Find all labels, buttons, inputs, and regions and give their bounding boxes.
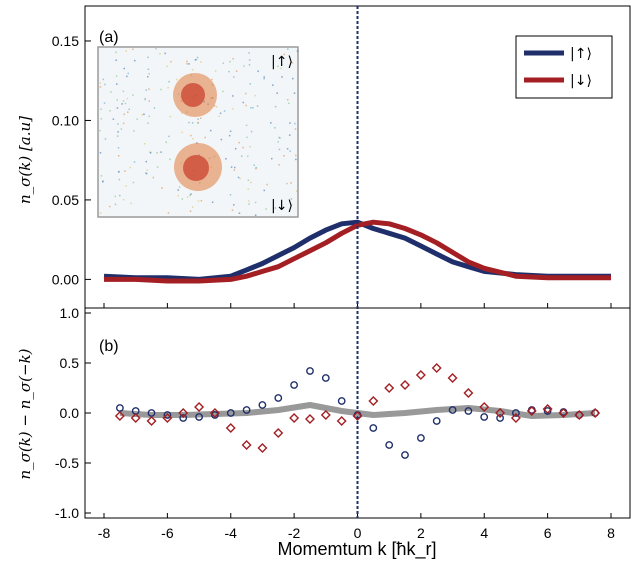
panel-a-label: (a) xyxy=(99,29,119,46)
panel-b-point-up xyxy=(418,435,424,441)
legend: |↑⟩ |↓⟩ xyxy=(516,36,612,98)
panel-b-point-down xyxy=(417,371,425,379)
panel-b-point-down xyxy=(369,397,377,405)
panel-b-point-up xyxy=(386,442,392,448)
panel-b-point-down xyxy=(148,417,156,425)
panel-b-point-up xyxy=(291,382,297,388)
panel-b-point-down xyxy=(322,411,330,419)
panel-b-point-up xyxy=(307,368,313,374)
panel-b-point-up xyxy=(117,405,123,411)
panel-b-point-down xyxy=(449,374,457,382)
panel-b-point-up xyxy=(259,402,265,408)
panel-b-point-up xyxy=(370,425,376,431)
panel-b-point-down xyxy=(243,441,251,449)
panel-b-point-up xyxy=(275,395,281,401)
panel-b-point-up xyxy=(339,398,345,404)
panel-b-y-ticks: -1.0 -0.5 0.0 0.5 1.0 xyxy=(55,305,91,521)
panel-b-point-down xyxy=(195,403,203,411)
panel-b-ytick-label: 0.5 xyxy=(60,355,80,371)
panel-a-ylabel: n_σ(k) [a.u] xyxy=(16,116,34,204)
panel-b-point-down xyxy=(401,381,409,389)
x-ticks: -8 -6 -4 -2 0 2 4 6 8 xyxy=(98,303,615,541)
panel-b-point-down xyxy=(385,384,393,392)
panel-a-ytick-label: 0.00 xyxy=(52,271,79,287)
inset-image: |↑⟩ |↓⟩ xyxy=(98,47,298,217)
panel-b-point-down xyxy=(290,414,298,422)
panel-b-ylabel: n_σ(k) − n_σ(−k) xyxy=(16,348,34,479)
panel-b-ytick-label: 0.0 xyxy=(60,405,80,421)
panel-b-ytick-label: 1.0 xyxy=(60,305,80,321)
legend-label-up: |↑⟩ xyxy=(570,46,592,62)
panel-a-ytick-label: 0.10 xyxy=(52,112,79,128)
panel-b-point-up xyxy=(481,414,487,420)
xtick-label: 4 xyxy=(480,525,488,541)
panel-b-point-down xyxy=(464,389,472,397)
legend-label-down: |↓⟩ xyxy=(570,73,592,89)
panel-a-ytick-label: 0.15 xyxy=(52,33,79,49)
x-axis-label: Momemtum k [ħk_r] xyxy=(277,539,436,560)
inset-label-up: |↑⟩ xyxy=(271,54,293,70)
xtick-label: -6 xyxy=(161,525,174,541)
panel-b-point-up xyxy=(323,375,329,381)
panel-b-point-down xyxy=(433,364,441,372)
xtick-label: -4 xyxy=(225,525,238,541)
panel-b-point-up xyxy=(434,418,440,424)
xtick-label: 6 xyxy=(544,525,552,541)
xtick-label: 8 xyxy=(607,525,615,541)
panel-b-point-up xyxy=(402,452,408,458)
panel-b-point-down xyxy=(274,429,282,437)
panel-b-point-down xyxy=(227,424,235,432)
panel-b-ytick-label: -1.0 xyxy=(55,505,79,521)
panel-a-ytick-label: 0.05 xyxy=(52,192,79,208)
panel-b-label: (b) xyxy=(99,338,119,355)
inset-label-down: |↓⟩ xyxy=(271,198,293,214)
panel-b-point-down xyxy=(338,417,346,425)
panel-b-point-down xyxy=(306,415,314,423)
xtick-label: -8 xyxy=(98,525,111,541)
panel-b-point-down xyxy=(258,444,266,452)
panel-b-ytick-label: -0.5 xyxy=(55,455,79,471)
panel-a-series-up xyxy=(104,222,611,279)
